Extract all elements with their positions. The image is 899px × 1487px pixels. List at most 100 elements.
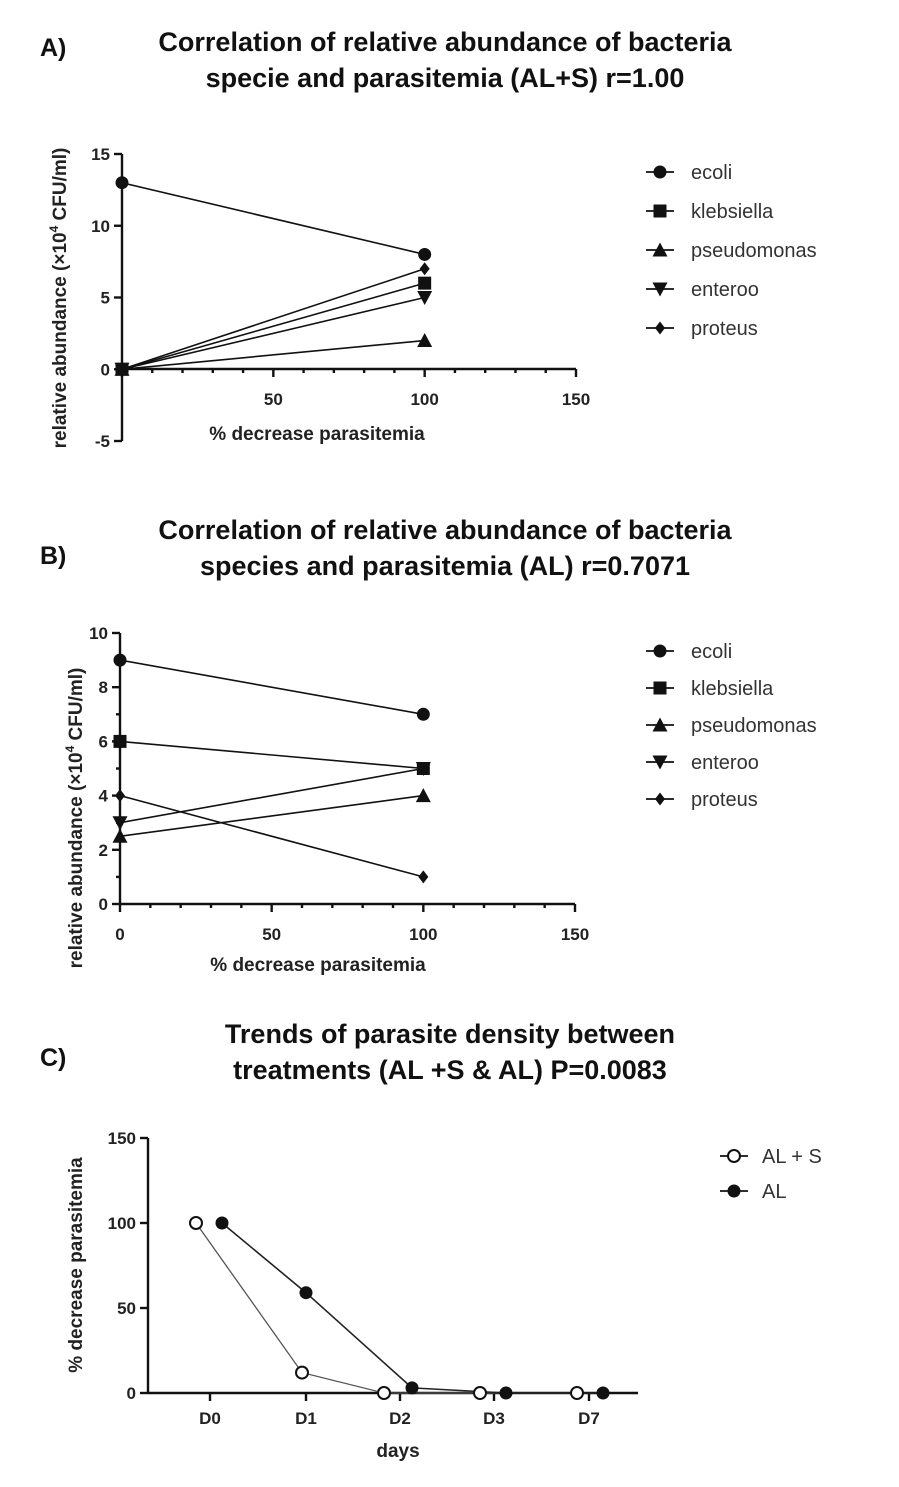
data-point-AL [215,1216,229,1230]
panel-a-title-line2: specie and parasitemia (AL+S) r=1.00 [205,63,685,93]
data-point-enteroo [417,291,433,305]
y-tick-label: 0 [127,1384,136,1403]
panel-a-letter: A) [40,34,67,62]
x-tick-label: 0 [115,925,124,944]
y-tick-label: 150 [108,1129,136,1148]
data-point-proteus [418,870,429,884]
legend-enteroo-marker [652,755,668,770]
series-line-proteus [119,794,424,878]
panel-c-letter: C) [40,1044,67,1072]
data-point-ecoli [418,247,432,261]
x-tick-label: 150 [561,925,589,944]
y-tick-label: 50 [117,1299,136,1318]
x-tick-label: 50 [264,390,283,409]
legend-klebsiella-marker [653,681,667,695]
legend-ecoli-marker [653,644,667,658]
data-point-klebsiella [418,276,432,290]
legend-label-ecoli: ecoli [691,162,732,184]
y-tick-label: -5 [95,432,110,451]
series-line-enteroo [119,767,424,824]
data-point-proteus [117,362,127,376]
legend-ecoli-marker [653,165,667,179]
data-point-pseudomonas [417,333,433,348]
y-tick-label: 8 [99,678,108,697]
series-line-klebsiella [119,740,424,770]
legend-label-proteus: proteus [691,789,758,811]
series-line-ecoli [121,181,425,256]
panel-a-title-line1: Correlation of relative abundance of bac… [158,27,732,57]
y-axis-title: relative abundance (×104 CFU/ml) [47,148,71,449]
legend-label-ecoli: ecoli [691,641,732,663]
panel-a-title: Correlation of relative abundance of bac… [110,24,780,96]
y-axis-title: % decrease parasitemia [66,1157,87,1373]
legend-klebsiella-marker [653,204,667,218]
x-tick-label: D0 [199,1409,221,1428]
y-tick-label: 10 [89,624,108,643]
legend-AL-marker [727,1184,741,1198]
panel-c-title-line1: Trends of parasite density between [224,1019,676,1049]
legend-label-pseudomonas: pseudomonas [691,240,817,262]
data-point-proteus [419,262,430,276]
x-tick-label: 50 [262,925,281,944]
series-line-ecoli [119,659,424,716]
x-axis-title: days [376,1441,419,1462]
legend-label-klebsiella: klebsiella [691,201,774,223]
legend-label-pseudomonas: pseudomonas [691,715,817,737]
series-line-enteroo [121,296,425,371]
y-axis-title: relative abundance (×104 CFU/ml) [63,668,87,969]
legend-proteus-marker [655,792,665,806]
data-point-AL + S [473,1386,487,1400]
data-point-AL + S [189,1216,203,1230]
data-point-AL + S [570,1386,584,1400]
legend-AL + S-marker [727,1149,741,1163]
legend-label-proteus: proteus [691,318,758,340]
x-tick-label: D3 [483,1409,505,1428]
y-tick-label: 0 [99,895,108,914]
legend-label-klebsiella: klebsiella [691,678,774,700]
x-tick-label: D7 [578,1409,600,1428]
chart-a: -5 0 5 10 15 50 100 150 % decrease parasitemia re… [47,145,817,451]
legend-label-AL + S: AL + S [762,1146,822,1168]
y-tick-label: 100 [108,1214,136,1233]
y-tick-label: 2 [99,841,108,860]
data-point-AL + S [377,1386,391,1400]
x-tick-label: 100 [409,925,437,944]
panel-b-title-line2: species and parasitemia (AL) r=0.7071 [200,551,690,581]
panel-b-title-line1: Correlation of relative abundance of bac… [158,515,732,545]
x-tick-label: 100 [410,390,438,409]
legend-label-enteroo: enteroo [691,279,759,301]
series-line-pseudomonas [121,339,425,371]
series-line-AL [221,1222,603,1394]
data-point-pseudomonas [415,788,431,803]
legend-label-enteroo: enteroo [691,752,759,774]
data-point-AL [405,1381,419,1395]
data-point-enteroo [415,762,431,776]
y-tick-label: 15 [91,145,110,164]
series-line-pseudomonas [119,794,424,838]
legend-label-AL: AL [762,1181,786,1203]
y-tick-label: 10 [91,217,110,236]
data-point-AL + S [295,1365,309,1380]
x-tick-label: D2 [389,1409,411,1428]
y-tick-label: 6 [99,732,108,751]
x-axis-title: % decrease parasitemia [209,424,425,445]
panel-b-letter: B) [40,542,67,570]
x-axis-title: % decrease parasitemia [210,955,426,976]
data-point-ecoli [115,176,129,190]
y-tick-label: 5 [101,289,110,308]
data-point-proteus [115,789,125,803]
legend-pseudomonas-marker [652,717,668,732]
panel-c-title-line2: treatments (AL +S & AL) P=0.0083 [233,1055,667,1085]
data-point-pseudomonas [112,828,128,843]
data-point-enteroo [112,816,128,831]
x-tick-label: D1 [295,1409,317,1428]
y-tick-label: 0 [101,360,110,379]
series-line-proteus [121,268,425,371]
data-point-klebsiella [113,734,127,748]
legend-proteus-marker [655,321,665,335]
panel-c-title: Trends of parasite density between treat… [110,1016,790,1088]
data-point-ecoli [113,653,127,667]
data-point-ecoli [416,707,430,721]
